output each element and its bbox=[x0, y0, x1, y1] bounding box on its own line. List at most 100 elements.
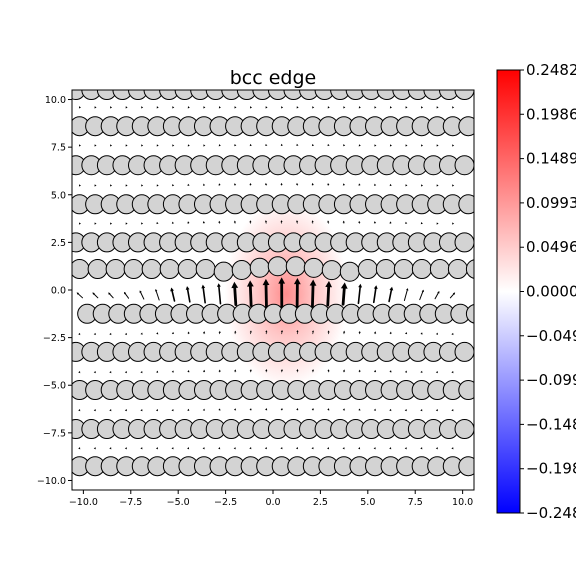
displacement-arrow bbox=[233, 183, 237, 186]
displacement-arrow bbox=[265, 408, 268, 411]
displacement-arrow bbox=[93, 409, 96, 412]
displacement-arrow bbox=[202, 183, 206, 186]
atom bbox=[454, 341, 474, 362]
displacement-arrow bbox=[373, 221, 377, 224]
displacement-arrow bbox=[420, 409, 423, 412]
atom bbox=[361, 90, 382, 100]
displacement-arrow bbox=[404, 447, 407, 450]
displacement-arrow bbox=[374, 106, 377, 109]
colorbar-tick-label: 0.2482 bbox=[526, 61, 576, 79]
displacement-arrow bbox=[78, 370, 81, 374]
displacement-arrow bbox=[218, 408, 221, 411]
displacement-arrow bbox=[374, 331, 377, 335]
atom bbox=[141, 259, 162, 280]
displacement-arrow bbox=[78, 144, 81, 147]
displacement-arrow bbox=[234, 369, 237, 373]
displacement-arrow bbox=[343, 144, 346, 147]
displacement-arrow bbox=[404, 409, 407, 412]
displacement-arrow bbox=[156, 106, 159, 109]
displacement-arrow bbox=[249, 369, 252, 373]
displacement-arrow bbox=[389, 183, 392, 187]
displacement-arrow bbox=[171, 221, 174, 224]
x-tick-label: 2.5 bbox=[313, 497, 328, 508]
displacement-arrow bbox=[155, 288, 160, 301]
displacement-arrow bbox=[420, 332, 423, 335]
displacement-arrow bbox=[110, 106, 113, 109]
displacement-arrow bbox=[421, 106, 424, 109]
displacement-arrow bbox=[187, 331, 190, 335]
atom bbox=[407, 90, 428, 100]
displacement-arrow bbox=[451, 447, 454, 450]
displacement-arrow bbox=[434, 291, 440, 300]
displacement-arrow bbox=[171, 370, 174, 373]
displacement-arrow bbox=[452, 222, 455, 225]
displacement-arrow bbox=[436, 184, 439, 187]
displacement-arrow bbox=[280, 182, 283, 186]
atom bbox=[438, 90, 459, 100]
displacement-arrow bbox=[264, 220, 268, 224]
displacement-arrow bbox=[296, 143, 299, 147]
displacement-arrow bbox=[139, 290, 145, 300]
colorbar-tick-label: 0.1489 bbox=[526, 150, 576, 168]
atom bbox=[285, 256, 306, 277]
atom bbox=[87, 259, 108, 280]
displacement-arrow bbox=[216, 283, 222, 305]
chart-title: bcc edge bbox=[230, 67, 317, 89]
displacement-arrow bbox=[125, 184, 128, 187]
displacement-arrow bbox=[202, 408, 205, 411]
displacement-arrow bbox=[125, 222, 128, 225]
displacement-arrow bbox=[373, 447, 376, 450]
displacement-arrow bbox=[296, 220, 299, 224]
displacement-arrow bbox=[94, 222, 97, 225]
displacement-arrow bbox=[108, 292, 114, 299]
displacement-arrow bbox=[202, 331, 206, 335]
displacement-arrow bbox=[94, 184, 97, 187]
displacement-arrow bbox=[311, 369, 315, 373]
displacement-arrow bbox=[231, 281, 239, 306]
colorbar-tick-label: −0.0993 bbox=[526, 371, 576, 389]
displacement-arrow bbox=[246, 280, 254, 307]
displacement-arrow bbox=[342, 408, 345, 411]
displacement-arrow bbox=[124, 409, 127, 412]
displacement-arrow bbox=[403, 288, 409, 302]
colorbar-tick-label: −0.1489 bbox=[526, 415, 576, 433]
displacement-arrow bbox=[156, 221, 159, 225]
atom bbox=[267, 90, 288, 100]
atom bbox=[345, 90, 366, 100]
displacement-arrow bbox=[233, 408, 237, 411]
displacement-arrows bbox=[76, 106, 456, 450]
atom bbox=[458, 456, 474, 477]
displacement-arrow bbox=[405, 184, 408, 187]
displacement-arrow bbox=[373, 408, 376, 411]
atom bbox=[159, 90, 180, 100]
displacement-arrow bbox=[110, 222, 113, 225]
displacement-arrow bbox=[358, 220, 361, 224]
displacement-arrow bbox=[296, 106, 299, 109]
atom bbox=[454, 232, 474, 253]
displacement-arrow bbox=[311, 143, 315, 147]
displacement-arrow bbox=[76, 292, 84, 299]
displacement-arrow bbox=[451, 370, 454, 374]
displacement-arrow bbox=[141, 106, 144, 109]
displacement-arrow bbox=[187, 106, 190, 109]
colorbar-tick-label: 0.0496 bbox=[526, 238, 576, 256]
displacement-arrow bbox=[124, 332, 127, 336]
displacement-arrow bbox=[141, 184, 144, 187]
displacement-arrow bbox=[311, 446, 314, 450]
displacement-arrow bbox=[155, 409, 158, 412]
displacement-arrow bbox=[293, 278, 301, 309]
displacement-arrow bbox=[389, 144, 392, 147]
displacement-arrow bbox=[327, 369, 330, 373]
atom bbox=[112, 90, 133, 100]
displacement-arrow bbox=[94, 106, 97, 109]
displacement-arrow bbox=[78, 222, 81, 225]
displacement-arrow bbox=[389, 221, 392, 224]
displacement-arrow bbox=[187, 183, 190, 186]
displacement-arrow bbox=[140, 370, 143, 374]
x-tick-label: 7.5 bbox=[408, 497, 423, 508]
displacement-arrow bbox=[388, 286, 394, 303]
displacement-arrow bbox=[280, 446, 283, 450]
displacement-arrow bbox=[342, 447, 345, 450]
displacement-arrow bbox=[172, 106, 175, 109]
